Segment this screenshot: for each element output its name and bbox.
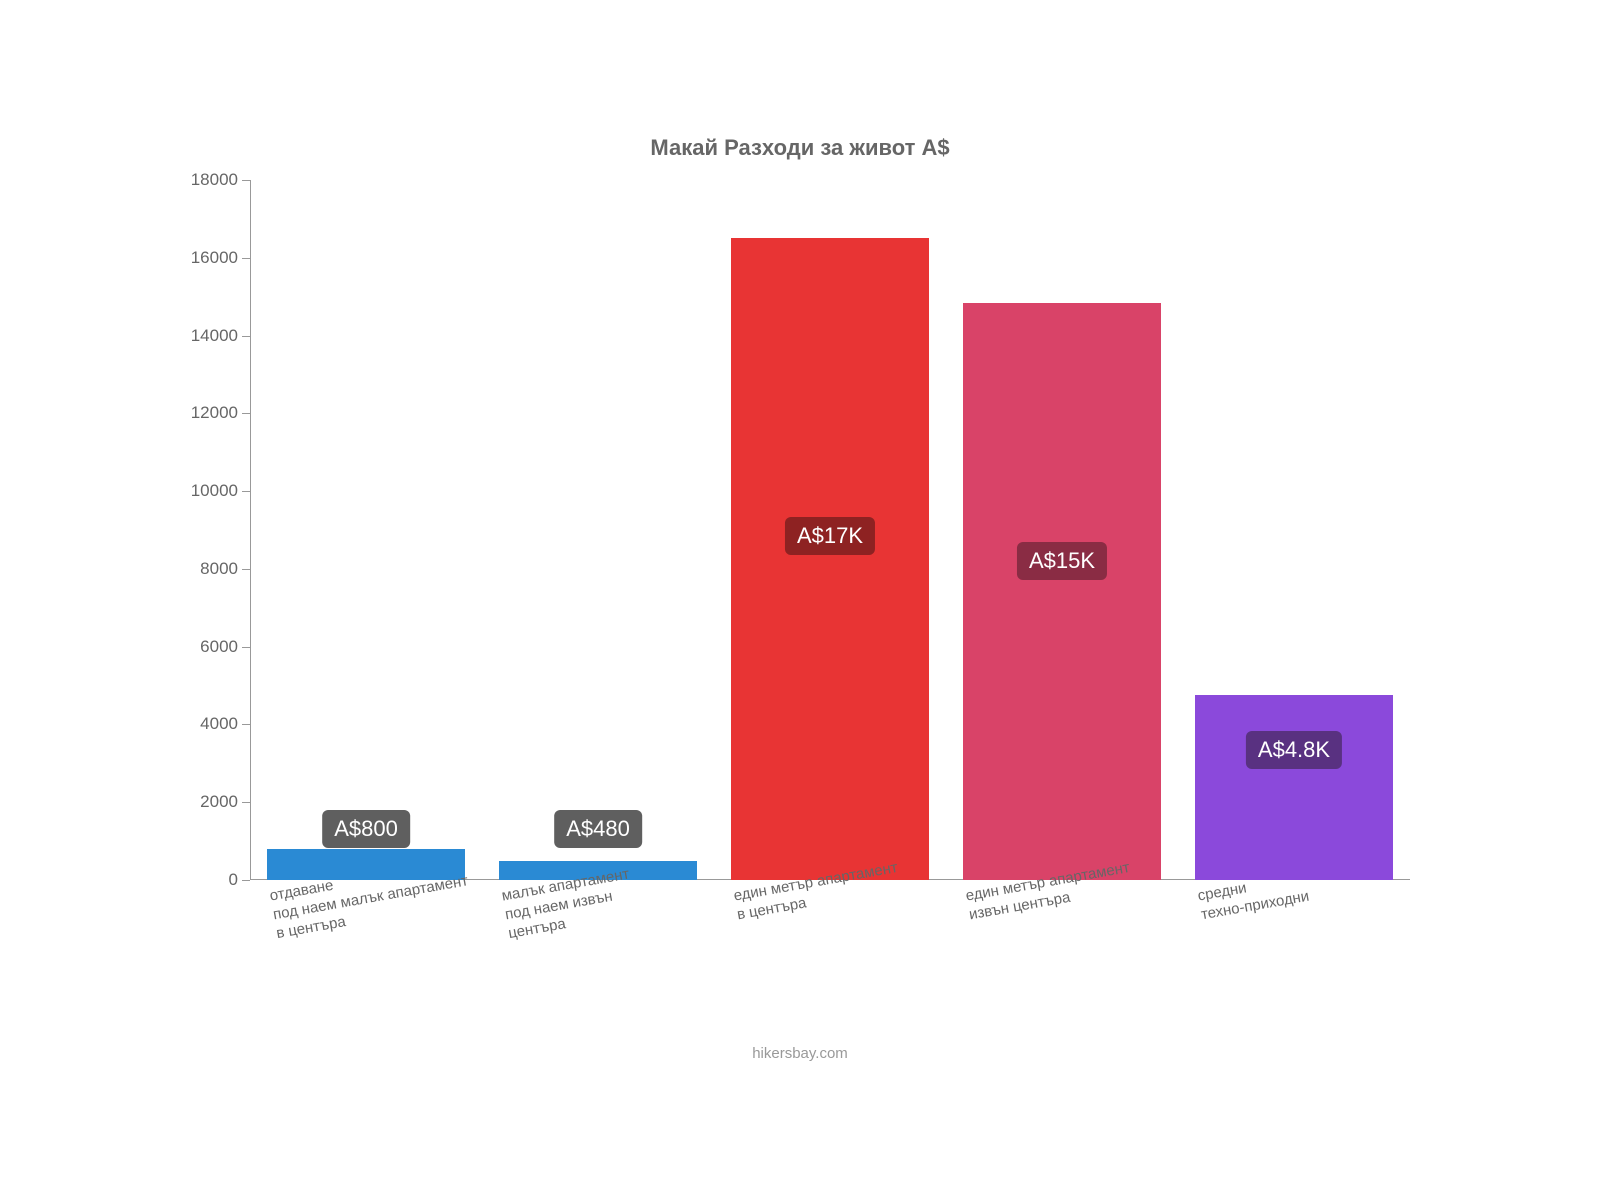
bar-value-label: A$15K: [1017, 542, 1107, 580]
y-axis-line: [250, 180, 251, 880]
bar-value-label: A$480: [554, 810, 642, 848]
y-tick-label: 0: [229, 870, 250, 890]
bar: [963, 303, 1160, 881]
plot-area: 0200040006000800010000120001400016000180…: [250, 180, 1410, 880]
chart-credit: hikersbay.com: [160, 1045, 1440, 1062]
bar-value-label: A$4.8K: [1246, 731, 1342, 769]
bar: [1195, 695, 1392, 880]
y-tick-label: 12000: [191, 403, 250, 423]
y-tick-label: 16000: [191, 248, 250, 268]
y-tick-label: 2000: [200, 792, 250, 812]
bar-value-label: A$800: [322, 810, 410, 848]
bar: [731, 238, 928, 880]
y-tick-label: 4000: [200, 714, 250, 734]
cost-of-living-bar-chart: Макай Разходи за живот A$ 02000400060008…: [160, 120, 1440, 1080]
y-tick-label: 18000: [191, 170, 250, 190]
bar-value-label: A$17K: [785, 517, 875, 555]
chart-title: Макай Разходи за живот A$: [160, 135, 1440, 161]
y-tick-label: 6000: [200, 637, 250, 657]
y-tick-label: 14000: [191, 326, 250, 346]
y-tick-label: 8000: [200, 559, 250, 579]
y-tick-label: 10000: [191, 481, 250, 501]
